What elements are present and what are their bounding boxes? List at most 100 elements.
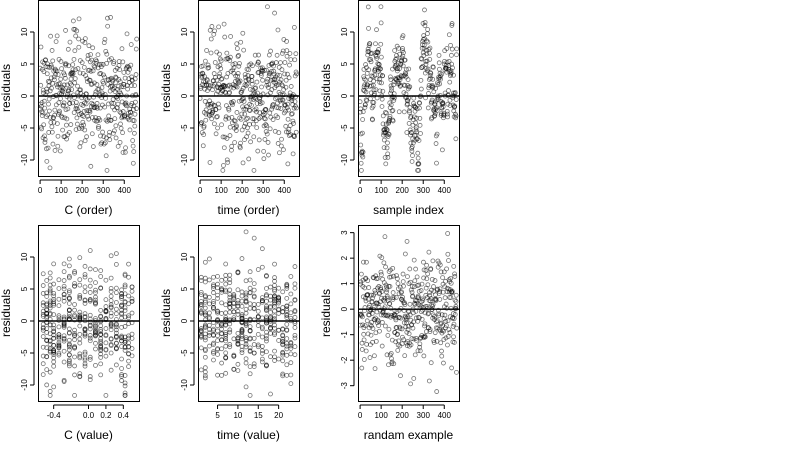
data-point: [110, 130, 116, 136]
data-point: [272, 332, 277, 338]
data-point: [108, 327, 114, 333]
data-point: [360, 130, 365, 136]
data-point: [255, 308, 261, 314]
y-tick-label: 5: [180, 286, 189, 291]
data-point: [249, 103, 254, 108]
data-point: [132, 123, 138, 129]
data-point: [64, 122, 69, 128]
data-point: [45, 112, 51, 118]
data-point: [72, 317, 77, 323]
data-point: [47, 165, 53, 171]
data-point: [398, 82, 403, 88]
data-point: [272, 295, 277, 301]
data-point: [276, 327, 282, 333]
data-point: [449, 46, 455, 52]
data-point: [388, 350, 394, 356]
data-point: [75, 66, 81, 71]
data-point: [87, 109, 93, 115]
data-point: [231, 315, 237, 321]
data-point: [103, 277, 109, 283]
data-point: [432, 113, 438, 118]
data-point: [235, 287, 241, 293]
data-point: [131, 149, 137, 154]
data-point: [44, 278, 50, 283]
data-point: [268, 325, 273, 331]
data-point: [409, 148, 415, 154]
data-point: [399, 326, 405, 332]
data-point: [421, 33, 427, 38]
data-point: [108, 304, 114, 310]
data-point: [113, 324, 119, 330]
data-point: [44, 71, 50, 77]
data-point: [51, 347, 57, 353]
data-point: [202, 99, 208, 104]
data-point: [446, 32, 452, 38]
data-point: [284, 283, 290, 289]
data-point: [449, 21, 455, 26]
data-point: [430, 302, 436, 307]
data-point: [391, 82, 396, 88]
data-point: [220, 167, 226, 173]
data-point: [51, 350, 57, 355]
data-point: [247, 122, 252, 127]
data-point: [113, 123, 119, 129]
data-point: [376, 62, 382, 67]
data-point: [271, 68, 277, 74]
data-point: [414, 106, 420, 112]
data-point: [369, 319, 375, 325]
data-point: [87, 338, 93, 344]
x-tick-label: 200: [396, 186, 410, 195]
data-point: [268, 297, 273, 303]
data-point: [385, 295, 390, 301]
data-point: [77, 323, 83, 329]
data-point: [284, 53, 290, 59]
data-point: [126, 313, 131, 319]
data-point: [64, 136, 70, 142]
data-point: [437, 297, 443, 302]
data-point: [87, 333, 93, 338]
data-point: [400, 279, 406, 284]
data-point: [399, 58, 405, 64]
data-point: [98, 372, 104, 378]
data-point: [394, 276, 400, 282]
data-point: [259, 298, 265, 304]
data-point: [50, 80, 55, 86]
data-point: [66, 314, 72, 319]
data-point: [208, 83, 214, 89]
data-point: [215, 346, 220, 352]
data-point: [259, 295, 265, 301]
data-point: [53, 92, 59, 98]
data-point: [452, 271, 457, 277]
data-point: [77, 255, 83, 261]
data-point: [38, 44, 44, 50]
data-point: [61, 82, 67, 88]
data-point: [119, 366, 124, 371]
data-point: [268, 114, 274, 120]
data-point: [72, 354, 77, 360]
data-point: [417, 341, 423, 347]
data-point: [58, 76, 64, 82]
data-point: [243, 294, 249, 300]
data-point: [122, 305, 128, 311]
data-point: [361, 337, 367, 343]
data-point: [247, 364, 253, 369]
y-tick-label: -5: [180, 349, 189, 357]
data-point: [429, 276, 435, 282]
data-point: [270, 117, 276, 122]
data-point: [284, 105, 290, 111]
data-point: [454, 52, 459, 58]
data-point: [378, 20, 384, 26]
data-point: [82, 311, 88, 317]
data-point: [391, 98, 397, 103]
data-point: [286, 133, 292, 138]
data-point: [229, 147, 234, 153]
data-point: [390, 265, 396, 271]
data-point: [119, 310, 124, 316]
data-point: [225, 159, 231, 165]
data-point: [409, 284, 415, 289]
data-point: [362, 102, 368, 108]
data-point: [262, 116, 268, 122]
data-point: [40, 361, 46, 367]
data-point: [452, 90, 458, 95]
data-point: [393, 294, 399, 300]
